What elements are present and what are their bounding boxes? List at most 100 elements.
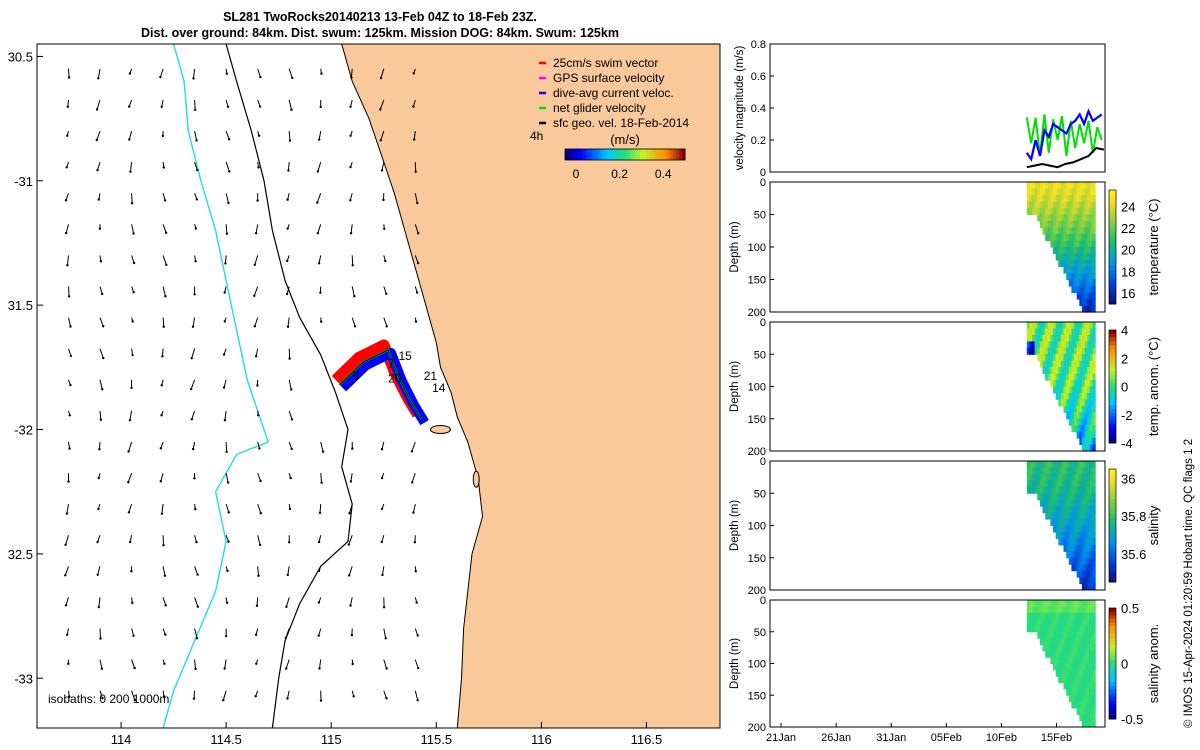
sfc-geo-vector <box>381 441 385 450</box>
colorbar-cell <box>1109 231 1116 237</box>
section-cell <box>1089 638 1093 645</box>
section-cell <box>1047 612 1051 620</box>
sfc-geo-vector-head <box>379 108 382 111</box>
section-cell <box>1092 583 1096 591</box>
section-cell <box>1079 247 1083 255</box>
section-cell <box>1066 644 1070 652</box>
section-cell <box>1047 631 1051 639</box>
sfc-geo-vector-head <box>285 667 288 670</box>
section-cell <box>1081 682 1086 690</box>
section-cell <box>1087 631 1091 639</box>
section-cell <box>1089 682 1093 690</box>
sfc-geo-vector-head <box>288 541 291 544</box>
section-cell <box>1092 506 1096 514</box>
section-cell <box>1050 619 1054 626</box>
sfc-geo-vector <box>98 441 101 450</box>
sfc-geo-vector <box>255 348 259 357</box>
section-cell <box>1079 695 1083 703</box>
sfc-geo-vector-head <box>101 697 104 700</box>
sfc-geo-vector-head <box>228 170 231 173</box>
section-cell <box>1066 273 1070 281</box>
sfc-geo-vector-head <box>101 292 104 296</box>
sfc-geo-vector-head <box>321 450 325 453</box>
section-cell <box>1089 583 1093 591</box>
sfc-geo-vector <box>255 224 259 234</box>
colorbar-tick-label: 35.6 <box>1121 547 1146 562</box>
section-cell <box>1066 334 1070 342</box>
section-cell <box>1079 286 1083 294</box>
section-cell <box>1074 266 1078 274</box>
section-cell <box>1053 631 1057 639</box>
section-cell <box>1047 182 1051 190</box>
section-cell <box>1084 532 1088 539</box>
sfc-geo-vector <box>162 255 167 265</box>
section-cell <box>1066 600 1070 607</box>
colorbar-cell <box>1109 427 1116 433</box>
section-cell <box>1084 688 1088 696</box>
section-cell <box>1089 253 1093 261</box>
section-cell <box>1068 676 1072 684</box>
section-cell <box>1092 486 1096 494</box>
section-cell <box>1032 625 1036 633</box>
section-cell <box>1068 695 1072 703</box>
sfc-geo-vector <box>129 410 133 421</box>
section-cell <box>1047 201 1051 209</box>
y-tick-label: 50 <box>754 488 766 500</box>
section-cell <box>1026 201 1030 209</box>
section-cell <box>1079 564 1083 572</box>
sfc-geo-vector <box>99 286 103 295</box>
section-cell <box>1045 506 1049 514</box>
sfc-geo-vector <box>350 224 353 234</box>
section-y-axis-label: Depth (m) <box>729 500 741 551</box>
section-cell <box>1047 195 1051 203</box>
section-cell <box>1032 619 1036 626</box>
section-cell <box>1087 538 1091 546</box>
colorbar-cell <box>676 149 680 160</box>
sfc-geo-vector-head <box>380 169 384 172</box>
sfc-geo-vector <box>68 348 72 357</box>
section-cell <box>1063 525 1067 533</box>
section-cell <box>1076 644 1080 652</box>
y-tick-label: 30.5 <box>8 49 33 64</box>
sfc-geo-vector-head <box>69 383 72 387</box>
section-cell <box>1060 360 1065 368</box>
sfc-geo-vector-head <box>319 291 322 294</box>
colorbar-tick-label: 4 <box>1121 323 1128 338</box>
section-cell <box>1032 334 1036 342</box>
section-cell <box>1074 506 1078 514</box>
sfc-geo-vector-head <box>317 540 321 544</box>
section-cell <box>1079 253 1083 261</box>
section-cell <box>1037 486 1041 494</box>
section-cell <box>1029 328 1033 336</box>
section-cell <box>1047 341 1051 349</box>
sfc-geo-vector-head <box>351 264 354 267</box>
section-cell <box>1074 650 1078 658</box>
section-cell <box>1068 334 1072 342</box>
section-cell <box>1068 380 1072 388</box>
colorbar-cell <box>1109 495 1116 500</box>
colorbar-tick-label: 0.4 <box>655 167 672 181</box>
sfc-geo-vector-head <box>130 202 134 205</box>
sfc-geo-vector <box>65 535 69 545</box>
section-cell <box>1092 188 1096 196</box>
section-cell <box>1079 354 1083 362</box>
section-cell <box>1081 619 1086 626</box>
section-cell <box>1087 253 1091 261</box>
section-cell <box>1039 182 1044 190</box>
section-cell <box>1092 260 1096 268</box>
section-cell <box>1047 506 1051 514</box>
section-cell <box>1045 512 1049 520</box>
section-cell <box>1081 564 1086 572</box>
y-tick-label-zero: 0 <box>760 177 766 189</box>
sfc-geo-vector-head <box>128 72 132 75</box>
section-cell <box>1055 392 1059 400</box>
section-cell <box>1071 425 1075 433</box>
section-cell <box>1047 322 1051 329</box>
section-cell <box>1076 182 1080 190</box>
section-cell <box>1063 544 1067 552</box>
section-cell <box>1063 188 1067 196</box>
section-cell <box>1084 373 1088 381</box>
sfc-geo-vector-head <box>159 480 162 483</box>
section-cell <box>1089 650 1093 658</box>
section-cell <box>1079 266 1083 274</box>
